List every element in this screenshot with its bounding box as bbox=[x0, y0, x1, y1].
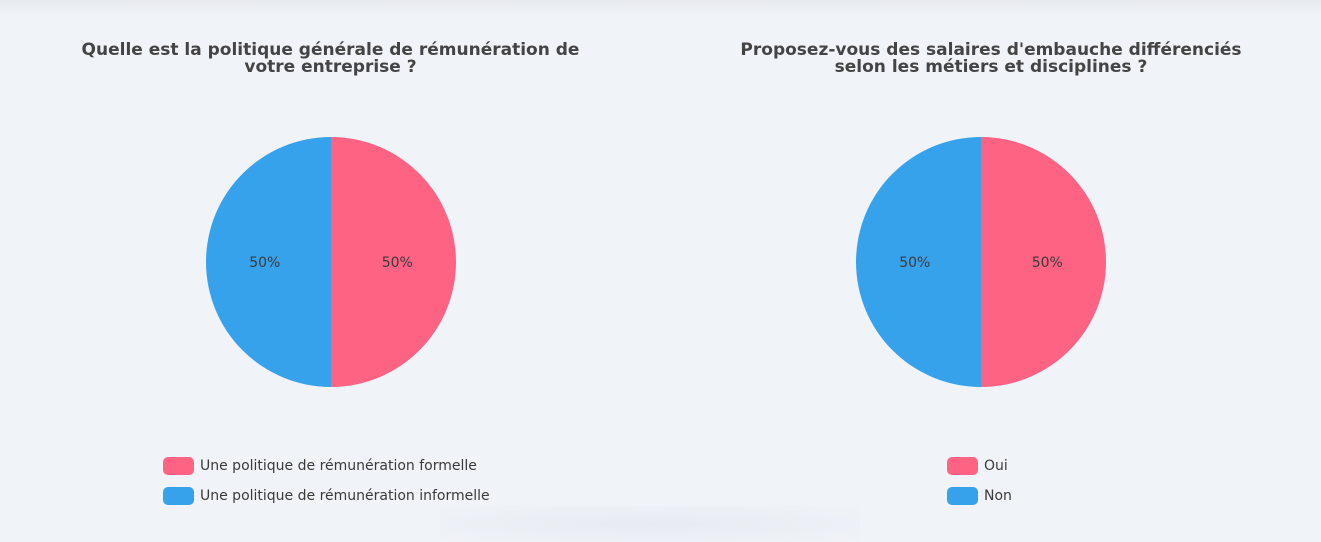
slice-value-label-1: 50% bbox=[1032, 255, 1063, 271]
slice-value-label-1: 50% bbox=[382, 255, 413, 271]
legend-label: Une politique de rémunération informelle bbox=[200, 488, 490, 504]
legend-label: Une politique de rémunération formelle bbox=[200, 458, 477, 474]
legend-item-informelle[interactable]: Une politique de rémunération informelle bbox=[163, 486, 490, 506]
legend-label: Non bbox=[984, 488, 1012, 504]
chart-legend: Une politique de rémunération formelle U… bbox=[163, 456, 490, 516]
legend-item-oui[interactable]: Oui bbox=[947, 456, 1012, 476]
chart-panel-differentiated-salaries: Proposez-vous des salaires d'embauche di… bbox=[661, 0, 1321, 542]
chart-panel-remuneration-policy: Quelle est la politique générale de rému… bbox=[81, 40, 580, 516]
legend-swatch bbox=[163, 457, 194, 475]
legend-item-formelle[interactable]: Une politique de rémunération formelle bbox=[163, 456, 490, 476]
legend-swatch bbox=[947, 457, 978, 475]
chart-title: Proposez-vous des salaires d'embauche di… bbox=[740, 40, 1242, 77]
slice-value-label-2: 50% bbox=[249, 255, 280, 271]
legend-swatch bbox=[163, 487, 194, 505]
pie-chart: 50% 50% bbox=[206, 137, 456, 387]
top-shadow bbox=[0, 0, 1321, 14]
chart-legend: Oui Non bbox=[947, 456, 1012, 516]
pie-slice-2[interactable] bbox=[206, 137, 331, 387]
legend-item-non[interactable]: Non bbox=[947, 486, 1012, 506]
pie-slice-2[interactable] bbox=[856, 137, 981, 387]
pie-slice-1[interactable] bbox=[981, 137, 1106, 387]
legend-swatch bbox=[947, 487, 978, 505]
slice-value-label-2: 50% bbox=[899, 255, 930, 271]
pie-chart: 50% 50% bbox=[856, 137, 1106, 387]
chart-title: Quelle est la politique générale de rému… bbox=[81, 40, 580, 77]
bottom-glow bbox=[440, 506, 860, 542]
legend-label: Oui bbox=[984, 458, 1008, 474]
pie-slice-1[interactable] bbox=[331, 137, 456, 387]
